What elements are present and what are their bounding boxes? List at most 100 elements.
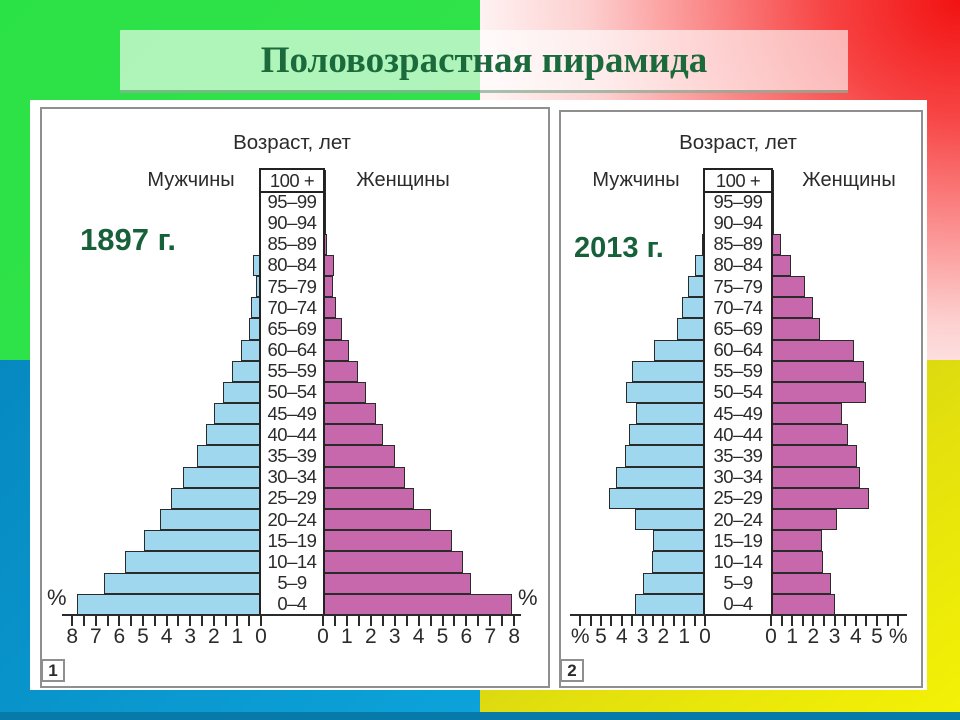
p1-bar-female-50–54: [323, 381, 367, 404]
p2-age-label-90–94: 90–94: [713, 211, 763, 233]
p1-age-label-45–49: 45–49: [267, 402, 317, 424]
p2-age-label-85–89: 85–89: [713, 233, 763, 255]
p1-bar-female-10–14: [323, 551, 463, 573]
p2-tick-left: [631, 615, 634, 626]
p2-bar-male-5–9: [642, 572, 705, 594]
p1-tick-left: [83, 615, 85, 626]
p2-bar-female-65–69: [771, 318, 820, 340]
p1-bar-male-60–64: [240, 339, 261, 361]
p1-age-axis-title: Возраст, лет: [233, 131, 351, 154]
p2-bar-male-35–39: [624, 445, 705, 467]
p2-age-axis-title: Возраст, лет: [679, 131, 797, 154]
p1-tick-left: [165, 615, 168, 626]
p1-tick-right: [345, 615, 348, 626]
p1-tick-right: [441, 615, 444, 626]
p1-tick-left: [248, 615, 251, 626]
p1-bar-male-30–34: [183, 466, 261, 488]
p1-bar-female-15–19: [323, 530, 453, 552]
p1-age-label-20–24: 20–24: [267, 508, 317, 530]
p1-age-label-65–69: 65–69: [267, 317, 317, 339]
p2-age-label-50–54: 50–54: [713, 381, 763, 403]
p1-tick-label-right-6: 6: [460, 625, 473, 648]
p2-bar-female-40–44: [771, 424, 849, 446]
p1-bar-male-5–9: [104, 572, 261, 594]
p2-tick-right: [823, 615, 825, 626]
p1-tick-label-right-1: 1: [341, 625, 353, 648]
p2-bar-female-35–39: [771, 445, 857, 467]
p2-tick-right: [886, 615, 889, 626]
p1-tick-right: [465, 615, 468, 626]
p2-bar-male-45–49: [636, 403, 705, 425]
p1-tick-label-left-7: 7: [89, 625, 102, 648]
p1-tick-right: [429, 615, 432, 626]
p2-bar-female-45–49: [771, 403, 843, 425]
p2-tick-left: [579, 615, 582, 626]
p1-age-label-10–14: 10–14: [267, 551, 317, 573]
p2-tick-label-left-2: 2: [657, 625, 670, 648]
p1-age-label-75–79: 75–79: [267, 275, 317, 297]
p1-bar-male-45–49: [213, 403, 261, 425]
p2-tick-label-left-3: 3: [636, 625, 649, 648]
p1-bar-female-30–34: [323, 466, 406, 488]
p1-tick-left: [153, 615, 156, 626]
p1-age-column-right-border: [323, 168, 325, 615]
p2-bar-female-55–59: [771, 360, 865, 382]
p1-tick-left: [177, 615, 180, 626]
p1-tick-left: [142, 615, 144, 626]
p2-tick-left: [693, 615, 696, 626]
p1-tick-right: [333, 615, 336, 626]
p2-bar-female-50–54: [771, 381, 867, 404]
p1-tick-label-right-7: 7: [484, 625, 497, 648]
p1-tick-right: [393, 615, 396, 626]
p2-tick-right: [854, 615, 857, 626]
p1-age-column-top-border: [259, 168, 325, 170]
p1-bar-female-35–39: [323, 445, 395, 467]
p2-bar-male-70–74: [682, 297, 705, 319]
p1-percent-label-right: %: [518, 585, 538, 610]
p2-age-label-65–69: 65–69: [713, 317, 763, 339]
p2-bar-male-40–44: [629, 424, 705, 446]
p2-tick-right: [780, 615, 783, 626]
p1-bar-male-50–54: [223, 381, 261, 404]
p2-age-label-0–4: 0–4: [723, 593, 753, 615]
p1-tick-right: [405, 615, 408, 626]
p1-age-label-30–34: 30–34: [267, 466, 317, 488]
p2-tick-right: [812, 615, 815, 626]
p1-tick-right: [489, 615, 492, 626]
p2-age-label-80–84: 80–84: [713, 254, 763, 276]
p2-age-label-5–9: 5–9: [723, 572, 753, 594]
p2-tick-left: [641, 615, 644, 626]
p2-bar-female-75–79: [771, 275, 805, 298]
p1-tick-label-left-4: 4: [160, 625, 173, 648]
p1-bar-female-60–64: [323, 339, 350, 361]
p2-age-column: [705, 170, 771, 615]
p1-tick-right: [357, 615, 360, 626]
p1-year-label: 1897 г.: [80, 222, 176, 257]
p1-tick-label-left-2: 2: [207, 625, 220, 648]
p2-year-label: 2013 г.: [574, 232, 664, 264]
p2-tick-label-left-4: 4: [615, 625, 628, 648]
p2-bar-female-0–4: [771, 593, 835, 615]
p2-bar-male-50–54: [625, 381, 705, 404]
p1-tick-label-right-0: 0: [317, 625, 329, 648]
p1-tick-left: [106, 615, 109, 626]
p1-tick-label-right-5: 5: [436, 625, 449, 648]
p2-bar-male-25–29: [609, 487, 705, 510]
p2-tick-label-right-3: 3: [828, 625, 841, 648]
p1-tick-label-right-8: 8: [508, 625, 521, 648]
p2-tick-right: [791, 615, 794, 626]
p1-age-label-25–29: 25–29: [267, 487, 317, 509]
p2-tick-left: [652, 615, 654, 626]
p2-bar-female-80–84: [771, 254, 792, 276]
p1-tick-left: [71, 615, 74, 626]
p1-tick-left: [212, 615, 215, 626]
p1-age-column-left-border: [259, 168, 261, 615]
p1-tick-left: [130, 615, 133, 626]
p1-axis-line: [62, 613, 521, 616]
p2-age-label-55–59: 55–59: [713, 360, 763, 382]
p1-bar-male-40–44: [205, 424, 261, 446]
p1-age-label-40–44: 40–44: [267, 423, 317, 445]
p2-age-label-100 +: 100 +: [715, 169, 761, 191]
p2-tick-right: [801, 615, 804, 626]
p1-bar-male-0–4: [76, 593, 261, 615]
